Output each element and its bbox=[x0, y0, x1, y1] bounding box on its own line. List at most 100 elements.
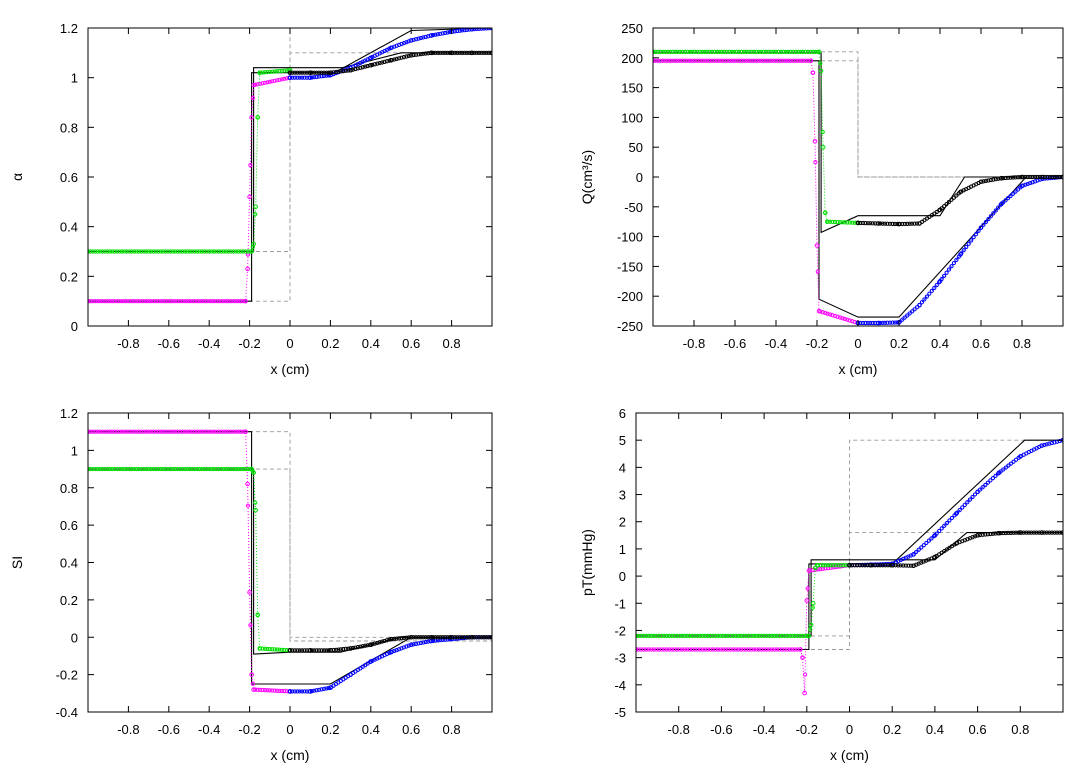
chart-pT-series-numeric-black-marker bbox=[901, 563, 906, 568]
chart-SI-series-numeric-magenta-marker bbox=[136, 429, 142, 434]
x-tick-label: -0.4 bbox=[765, 336, 787, 351]
y-tick-label: -50 bbox=[624, 200, 643, 215]
chart-pT-series-numeric-black-marker bbox=[885, 563, 891, 568]
chart-pT-series-numeric-black-marker bbox=[1019, 530, 1024, 535]
chart-alpha-series-numeric-black-marker bbox=[324, 70, 329, 75]
chart-pT-series-numeric-green-marker bbox=[710, 633, 715, 638]
chart-pT-series-numeric-black-marker bbox=[975, 533, 980, 538]
chart-pT-series-numeric-magenta-marker bbox=[777, 647, 782, 652]
chart-SI-series-numeric-black-marker bbox=[377, 640, 382, 645]
chart-pT-series-numeric-blue-marker bbox=[914, 549, 919, 555]
chart-Q-series-numeric-green-marker bbox=[729, 49, 734, 54]
chart-SI-series-numeric-blue-marker bbox=[309, 689, 314, 694]
chart-pT-series-numeric-black-marker bbox=[878, 563, 883, 568]
chart-SI-series-numeric-black-marker bbox=[350, 645, 356, 651]
chart-alpha-series-numeric-magenta-marker bbox=[236, 299, 241, 304]
chart-SI-series-numeric-blue-marker bbox=[413, 641, 419, 646]
chart-Q-series-numeric-blue-marker bbox=[1005, 195, 1011, 201]
chart-SI-series-numeric-green-marker bbox=[187, 466, 192, 472]
chart-pT-series-numeric-magenta-marker bbox=[721, 647, 726, 652]
chart-SI-series-numeric-blue-marker bbox=[295, 689, 300, 694]
chart-pT-series-numeric-green-marker bbox=[731, 633, 736, 638]
chart-SI-series-numeric-magenta-marker bbox=[207, 429, 212, 434]
chart-SI-series-numeric-green-marker bbox=[93, 466, 98, 472]
chart-SI-series-numeric-magenta-marker bbox=[93, 429, 98, 434]
y-tick-label: 0.2 bbox=[60, 269, 78, 284]
chart-pT-series-numeric-magenta-marker bbox=[751, 647, 756, 652]
chart-pT-series-numeric-magenta-marker bbox=[649, 647, 654, 652]
chart-alpha-series-numeric-green-marker bbox=[117, 249, 122, 254]
chart-Q-series-numeric-magenta-marker bbox=[675, 58, 680, 63]
chart-Q-series-numeric-magenta-marker bbox=[781, 58, 786, 63]
chart-pT-series-numeric-black-marker bbox=[849, 563, 855, 568]
chart-SI-series-numeric-green-marker bbox=[253, 500, 258, 505]
chart-Q-series-numeric-blue-marker bbox=[917, 303, 922, 308]
chart-SI-series-numeric-green-marker bbox=[134, 466, 139, 472]
chart-Q-series-numeric-green-marker bbox=[653, 49, 658, 54]
chart-Q-series-numeric-green-marker bbox=[805, 49, 811, 54]
chart-alpha-series-numeric-blue-marker bbox=[426, 34, 431, 39]
chart-pT-series-numeric-black-marker bbox=[860, 563, 865, 568]
x-tick-label: -0.6 bbox=[158, 336, 180, 351]
chart-SI-series-numeric-black-marker bbox=[416, 635, 421, 640]
chart-Q-series-numeric-green-marker bbox=[815, 49, 820, 54]
chart-Q-series-numeric-blue-marker bbox=[878, 320, 883, 326]
chart-alpha-series-numeric-black-marker bbox=[287, 70, 293, 75]
chart-Q-series-numeric-black-marker bbox=[996, 176, 1001, 181]
chart-Q-series-numeric-green-marker bbox=[744, 49, 749, 54]
chart-pT-series-numeric-green-marker bbox=[677, 633, 682, 638]
chart-alpha-series-numeric-black-marker bbox=[304, 70, 310, 75]
chart-Q-series-numeric-green-marker bbox=[727, 49, 732, 54]
chart-alpha-series-numeric-green-marker bbox=[129, 249, 134, 254]
chart-pT-series-numeric-black-marker bbox=[995, 531, 1001, 536]
chart-Q-series-numeric-blue-marker bbox=[897, 319, 902, 324]
chart-pT-series-numeric-green-marker bbox=[772, 633, 777, 638]
chart-Q-series-numeric-green-marker bbox=[668, 49, 673, 54]
chart-Q-series-numeric-magenta-marker bbox=[729, 58, 734, 63]
chart-alpha-series-numeric-blue-marker bbox=[443, 30, 448, 36]
chart-Q-series-numeric-green-marker bbox=[754, 49, 759, 54]
chart-alpha-series-numeric-black-marker bbox=[489, 50, 492, 55]
chart-SI-series-numeric-black-marker bbox=[290, 648, 295, 653]
chart-SI-series-numeric-magenta-marker bbox=[197, 429, 202, 434]
chart-alpha-series-numeric-magenta-marker bbox=[185, 299, 190, 304]
chart-pT-series-numeric-blue-marker bbox=[926, 538, 932, 543]
chart-Q-series-numeric-magenta-marker bbox=[734, 58, 739, 63]
chart-SI-series-numeric-magenta-marker bbox=[110, 429, 115, 434]
chart-alpha-series-numeric-black-marker bbox=[406, 53, 411, 59]
chart-alpha-series-numeric-blue-marker bbox=[433, 32, 438, 37]
chart-Q-series-numeric-magenta-marker bbox=[796, 58, 801, 63]
chart-Q-series-numeric-black-marker bbox=[1013, 175, 1018, 180]
chart-pT-series-numeric-blue-marker bbox=[1006, 463, 1011, 468]
chart-Q-series-numeric-green-marker bbox=[724, 49, 729, 54]
chart-Q-series-numeric-blue-marker bbox=[934, 283, 939, 288]
chart-SI-series-numeric-green-marker bbox=[95, 466, 100, 472]
chart-alpha-series-numeric-green-marker bbox=[187, 249, 192, 254]
chart-Q-series-numeric-magenta-marker bbox=[724, 58, 729, 63]
chart-Q-series-numeric-black-marker bbox=[1037, 174, 1043, 180]
chart-Q-series-numeric-magenta-marker bbox=[813, 160, 818, 165]
chart-alpha-series-numeric-black-marker bbox=[455, 50, 460, 55]
chart-SI-series-numeric-magenta-marker bbox=[267, 688, 272, 693]
chart-SI-series-numeric-green-marker bbox=[207, 466, 212, 472]
chart-Q-series-numeric-green-marker bbox=[705, 49, 710, 54]
chart-alpha-series-numeric-black-marker bbox=[346, 68, 351, 73]
chart-alpha-series-numeric-magenta-marker bbox=[122, 299, 127, 304]
y-tick-label: -250 bbox=[617, 319, 643, 334]
chart-Q-series-numeric-black-marker bbox=[951, 195, 957, 200]
chart-pT-series-numeric-black-marker bbox=[857, 563, 862, 568]
y-tick-label: 0.8 bbox=[60, 120, 78, 135]
chart-SI-series-numeric-green-marker bbox=[182, 466, 188, 472]
chart-alpha-series-numeric-black-marker bbox=[428, 50, 433, 56]
chart-alpha-series-numeric-magenta-marker bbox=[277, 77, 282, 82]
y-tick-label: 1.2 bbox=[60, 406, 78, 421]
chart-pT-series-numeric-magenta-marker bbox=[731, 647, 736, 652]
chart-alpha-series-numeric-black-marker bbox=[295, 70, 300, 75]
chart-alpha-series-numeric-magenta-marker bbox=[197, 299, 202, 304]
chart-Q-series-numeric-magenta-marker bbox=[793, 58, 798, 63]
y-tick-label: 6 bbox=[619, 406, 626, 421]
chart-SI-series-numeric-black-marker bbox=[423, 635, 428, 640]
chart-pT-series-numeric-green-marker bbox=[708, 633, 713, 638]
chart-SI-series-numeric-black-marker bbox=[331, 647, 336, 653]
chart-SI-series-numeric-magenta-marker bbox=[258, 687, 263, 693]
